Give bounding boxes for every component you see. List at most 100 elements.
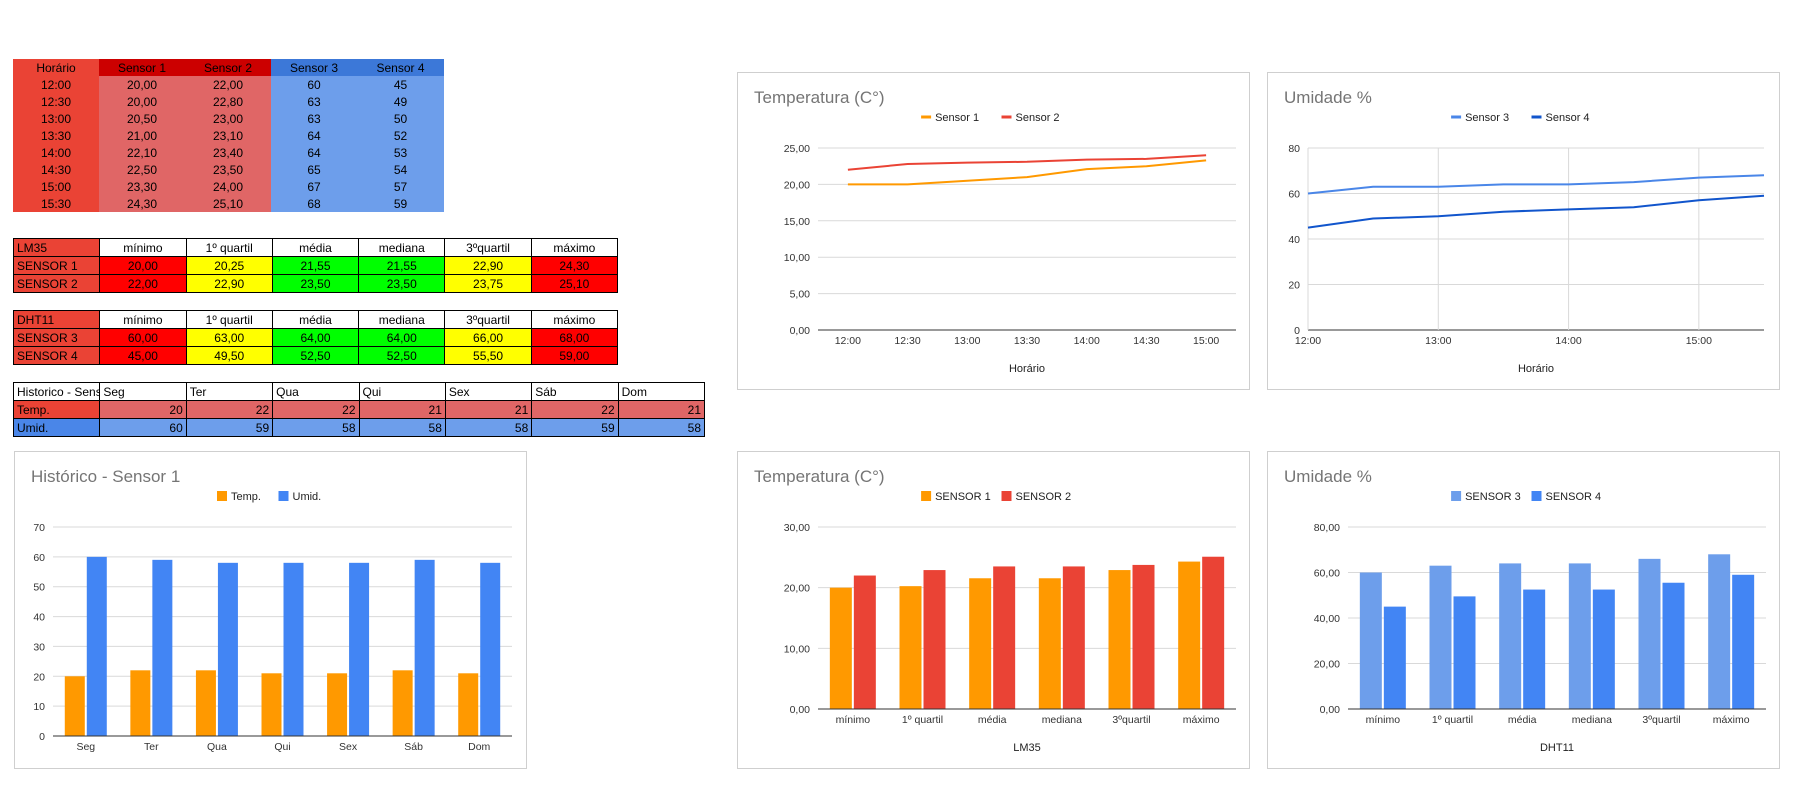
history-cell[interactable]: 22 (531, 400, 619, 419)
stats_dht11-cell[interactable]: SENSOR 4 (12, 346, 101, 365)
history-cell[interactable]: 58 (358, 418, 446, 437)
readings-cell[interactable]: 53 (357, 144, 444, 161)
readings-cell[interactable]: 64 (271, 144, 357, 161)
stats_lm35-cell[interactable]: 23,50 (358, 274, 446, 293)
history-header-cell[interactable]: Ter (185, 382, 274, 401)
stats_dht11-cell[interactable]: 55,50 (444, 346, 532, 365)
stats_lm35-cell[interactable]: 21,55 (271, 256, 360, 275)
stats_dht11-header-cell[interactable]: mínimo (99, 310, 187, 329)
stats_lm35-header-cell[interactable]: 1º quartil (185, 238, 273, 257)
readings-cell[interactable]: 20,00 (99, 76, 185, 93)
stats_lm35-header-cell[interactable]: média (271, 238, 360, 257)
readings-cell[interactable]: 54 (357, 161, 444, 178)
stats_lm35-cell[interactable]: 22,90 (185, 274, 273, 293)
readings-cell[interactable]: 23,40 (185, 144, 271, 161)
stats_dht11-cell[interactable]: SENSOR 3 (12, 328, 101, 347)
stats_lm35-cell[interactable]: 25,10 (530, 274, 619, 293)
history-cell[interactable]: 58 (272, 418, 360, 437)
stats_dht11-cell[interactable]: 64,00 (271, 328, 360, 347)
readings-cell[interactable]: 24,30 (99, 195, 185, 212)
stats_lm35-cell[interactable]: 20,00 (99, 256, 187, 275)
readings-cell[interactable]: 63 (271, 93, 357, 110)
stats_dht11-header-cell[interactable]: 3ºquartil (444, 310, 532, 329)
stats_lm35-cell[interactable]: SENSOR 2 (12, 274, 101, 293)
readings-cell[interactable]: 23,50 (185, 161, 271, 178)
stats_dht11-header-cell[interactable]: 1º quartil (185, 310, 273, 329)
stats_lm35-cell[interactable]: 21,55 (358, 256, 446, 275)
stats_dht11-header-cell[interactable]: mediana (358, 310, 446, 329)
stats_lm35-header-cell[interactable]: LM35 (12, 238, 101, 257)
stats_lm35-header-cell[interactable]: mediana (358, 238, 446, 257)
history-cell[interactable]: 58 (444, 418, 533, 437)
stats_dht11-cell[interactable]: 49,50 (185, 346, 273, 365)
readings-cell[interactable]: 23,30 (99, 178, 185, 195)
history-header-cell[interactable]: Seg (99, 382, 187, 401)
history-cell[interactable]: 59 (185, 418, 274, 437)
stats_lm35-cell[interactable]: 20,25 (185, 256, 273, 275)
history-cell[interactable]: Umid. (12, 418, 101, 437)
readings-cell[interactable]: 64 (271, 127, 357, 144)
history-cell[interactable]: 21 (617, 400, 706, 419)
stats_lm35-cell[interactable]: 24,30 (530, 256, 619, 275)
stats_lm35-header-cell[interactable]: máximo (530, 238, 619, 257)
readings-cell[interactable]: 23,00 (185, 110, 271, 127)
readings-cell[interactable]: 68 (271, 195, 357, 212)
readings-cell[interactable]: 21,00 (99, 127, 185, 144)
stats_dht11-header-cell[interactable]: média (271, 310, 360, 329)
history-cell[interactable]: 58 (617, 418, 706, 437)
stats_dht11-cell[interactable]: 64,00 (358, 328, 446, 347)
readings-header-cell[interactable]: Sensor 3 (271, 59, 357, 76)
readings-header-cell[interactable]: Sensor 2 (185, 59, 271, 76)
readings-cell[interactable]: 49 (357, 93, 444, 110)
readings-cell[interactable]: 45 (357, 76, 444, 93)
history-header-cell[interactable]: Sáb (531, 382, 619, 401)
readings-cell[interactable]: 59 (357, 195, 444, 212)
readings-cell[interactable]: 25,10 (185, 195, 271, 212)
history-cell[interactable]: 21 (444, 400, 533, 419)
readings-cell[interactable]: 65 (271, 161, 357, 178)
stats_dht11-cell[interactable]: 45,00 (99, 346, 187, 365)
history-header-cell[interactable]: Dom (617, 382, 706, 401)
readings-cell[interactable]: 22,80 (185, 93, 271, 110)
history-cell[interactable]: 60 (99, 418, 187, 437)
readings-cell[interactable]: 20,50 (99, 110, 185, 127)
stats_dht11-cell[interactable]: 52,50 (358, 346, 446, 365)
history-header-cell[interactable]: Qui (358, 382, 446, 401)
history-cell[interactable]: 20 (99, 400, 187, 419)
readings-cell[interactable]: 50 (357, 110, 444, 127)
stats_dht11-cell[interactable]: 52,50 (271, 346, 360, 365)
history-cell[interactable]: 59 (531, 418, 619, 437)
readings-cell[interactable]: 52 (357, 127, 444, 144)
readings-header-cell[interactable]: Sensor 4 (357, 59, 444, 76)
stats_lm35-cell[interactable]: 23,50 (271, 274, 360, 293)
stats_lm35-header-cell[interactable]: 3ºquartil (444, 238, 532, 257)
readings-cell[interactable]: 60 (271, 76, 357, 93)
stats_lm35-cell[interactable]: 23,75 (444, 274, 532, 293)
readings-cell[interactable]: 15:00 (13, 178, 99, 195)
readings-header-cell[interactable]: Sensor 1 (99, 59, 185, 76)
stats_dht11-cell[interactable]: 66,00 (444, 328, 532, 347)
stats_dht11-cell[interactable]: 68,00 (530, 328, 619, 347)
stats_dht11-cell[interactable]: 60,00 (99, 328, 187, 347)
history-cell[interactable]: 21 (358, 400, 446, 419)
stats_lm35-cell[interactable]: SENSOR 1 (12, 256, 101, 275)
history-header-cell[interactable]: Qua (272, 382, 360, 401)
readings-cell[interactable]: 12:30 (13, 93, 99, 110)
readings-cell[interactable]: 22,10 (99, 144, 185, 161)
stats_dht11-cell[interactable]: 59,00 (530, 346, 619, 365)
readings-cell[interactable]: 14:00 (13, 144, 99, 161)
readings-cell[interactable]: 22,50 (99, 161, 185, 178)
readings-cell[interactable]: 12:00 (13, 76, 99, 93)
stats_dht11-cell[interactable]: 63,00 (185, 328, 273, 347)
stats_dht11-header-cell[interactable]: DHT11 (12, 310, 101, 329)
readings-cell[interactable]: 20,00 (99, 93, 185, 110)
readings-cell[interactable]: 23,10 (185, 127, 271, 144)
history-cell[interactable]: 22 (185, 400, 274, 419)
readings-cell[interactable]: 14:30 (13, 161, 99, 178)
stats_lm35-cell[interactable]: 22,00 (99, 274, 187, 293)
stats_lm35-cell[interactable]: 22,90 (444, 256, 532, 275)
readings-cell[interactable]: 13:00 (13, 110, 99, 127)
readings-cell[interactable]: 67 (271, 178, 357, 195)
readings-cell[interactable]: 22,00 (185, 76, 271, 93)
readings-cell[interactable]: 15:30 (13, 195, 99, 212)
